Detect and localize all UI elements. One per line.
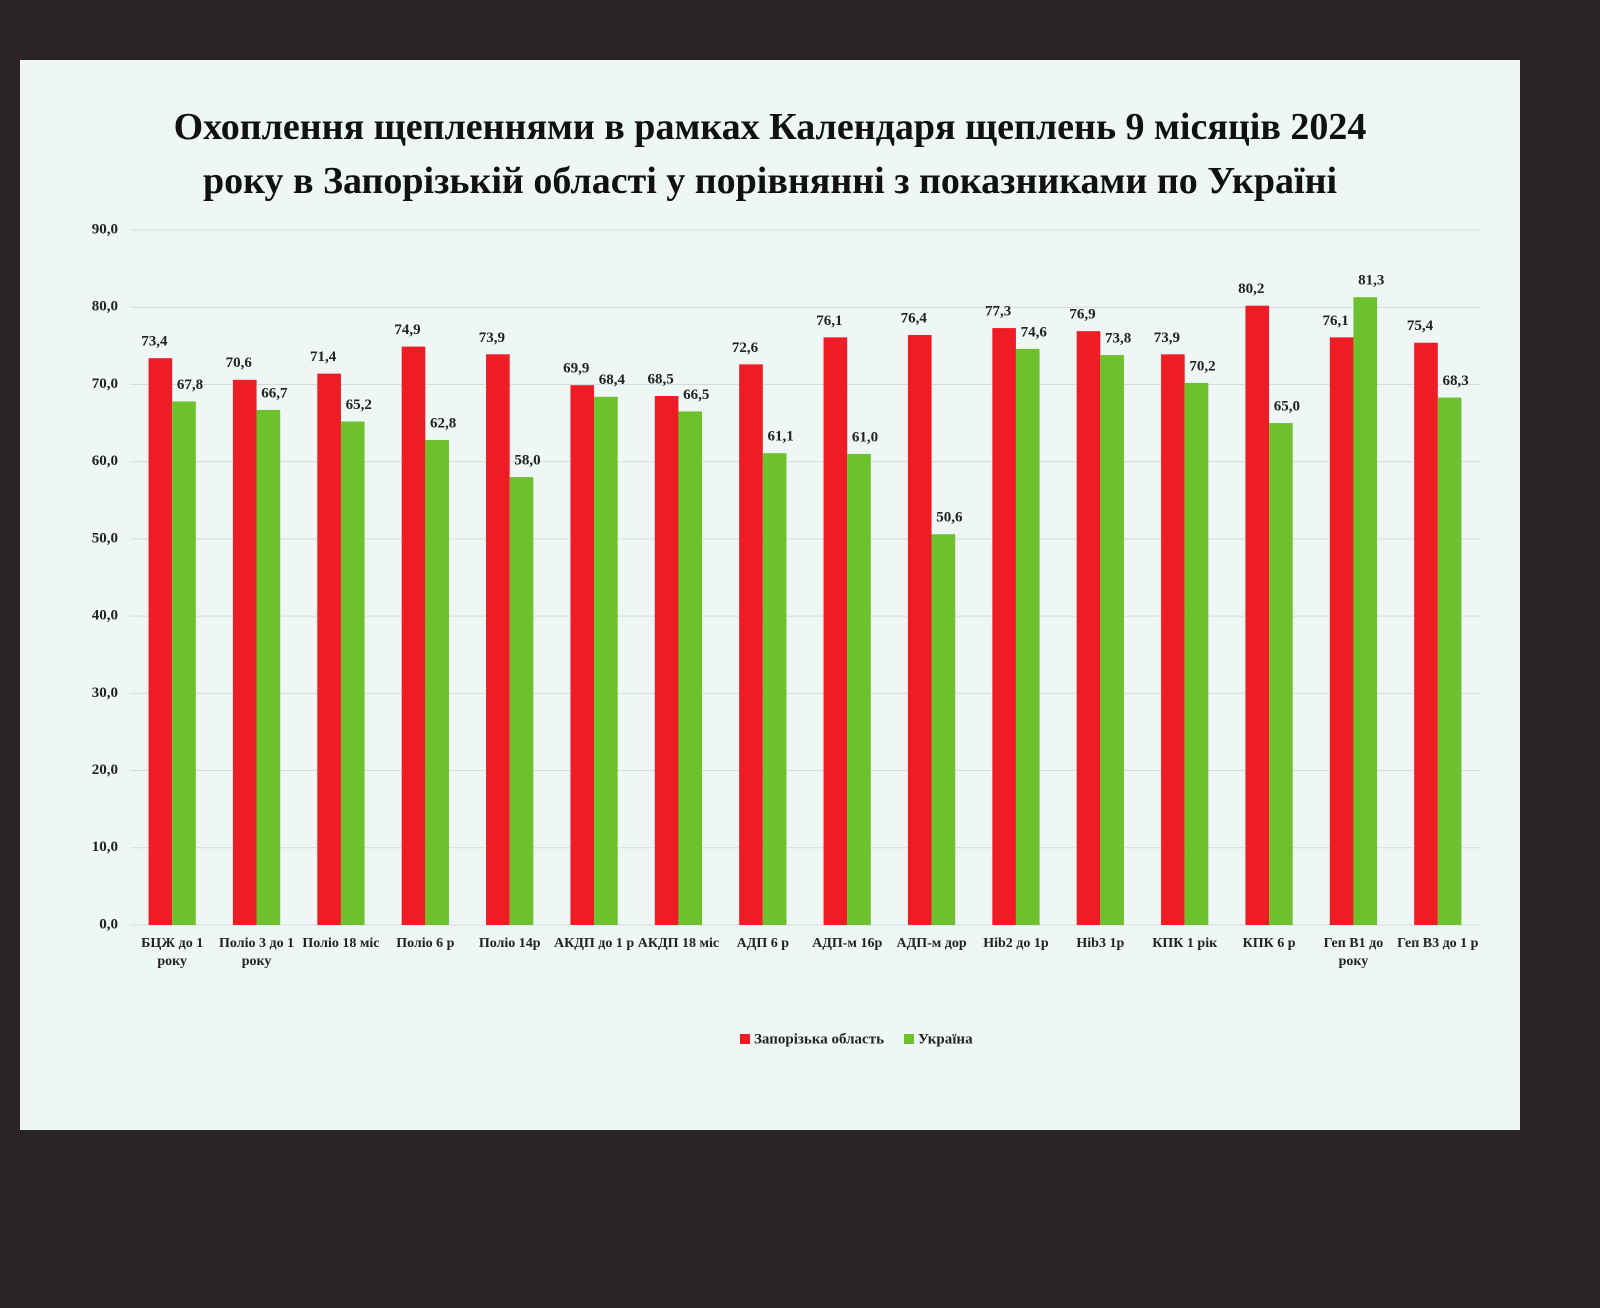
bar bbox=[907, 335, 932, 925]
data-label: 61,0 bbox=[852, 429, 878, 445]
bar bbox=[486, 354, 510, 926]
y-tick-label: 50,0 bbox=[92, 530, 118, 546]
bar bbox=[1353, 297, 1378, 925]
data-label: 68,3 bbox=[1443, 373, 1469, 389]
data-label: 69,9 bbox=[563, 361, 589, 377]
legend-swatch bbox=[740, 1034, 750, 1044]
data-label: 76,1 bbox=[816, 313, 842, 329]
bar bbox=[1245, 305, 1270, 925]
bar bbox=[992, 328, 1016, 925]
data-label: 73,9 bbox=[479, 330, 505, 346]
bar bbox=[1015, 348, 1040, 925]
legend-label: Україна bbox=[918, 1031, 973, 1047]
x-tick-label: Поліо 18 міс bbox=[302, 936, 380, 951]
chart-title: Охоплення щепленнями в рамках Календаря … bbox=[173, 106, 1367, 202]
bar bbox=[148, 358, 173, 925]
bar bbox=[340, 421, 365, 925]
data-label: 68,5 bbox=[648, 371, 674, 387]
bar bbox=[1437, 397, 1462, 925]
bar bbox=[739, 364, 763, 925]
bar bbox=[847, 453, 871, 925]
bar bbox=[654, 396, 679, 925]
y-tick-label: 70,0 bbox=[92, 376, 118, 392]
data-label: 73,9 bbox=[1154, 330, 1180, 346]
data-label: 65,0 bbox=[1274, 398, 1300, 414]
data-label: 81,3 bbox=[1358, 273, 1384, 289]
y-tick-label: 20,0 bbox=[92, 762, 118, 778]
data-label: 61,1 bbox=[768, 429, 794, 445]
data-label: 66,5 bbox=[683, 387, 709, 403]
bar bbox=[509, 477, 534, 925]
bar bbox=[570, 385, 595, 925]
bar bbox=[594, 396, 618, 925]
bar bbox=[823, 337, 848, 926]
x-tick-label: Поліо 3 до 1 року bbox=[219, 936, 295, 969]
bar bbox=[931, 534, 956, 925]
x-tick-label: Геп В1 до року bbox=[1323, 936, 1384, 969]
bar bbox=[317, 373, 341, 926]
x-tick-label: КПК 1 рік bbox=[1152, 936, 1218, 951]
data-label: 50,6 bbox=[936, 510, 963, 526]
y-tick-label: 80,0 bbox=[92, 299, 118, 315]
data-label: 76,1 bbox=[1323, 313, 1349, 329]
data-label: 70,6 bbox=[226, 355, 253, 371]
bar bbox=[1269, 423, 1293, 925]
bar bbox=[1184, 382, 1209, 925]
data-label: 73,8 bbox=[1105, 331, 1131, 347]
y-tick-label: 0,0 bbox=[99, 916, 118, 932]
legend-swatch bbox=[904, 1034, 914, 1044]
bar bbox=[1329, 337, 1354, 926]
x-tick-label: Поліо 14р bbox=[478, 936, 541, 951]
data-label: 74,6 bbox=[1021, 324, 1048, 340]
y-tick-label: 90,0 bbox=[92, 221, 118, 237]
y-tick-label: 40,0 bbox=[92, 608, 118, 624]
bar bbox=[425, 440, 449, 925]
x-tick-label: АДП-м дор bbox=[896, 936, 967, 951]
bar bbox=[1076, 331, 1101, 925]
data-label: 76,4 bbox=[901, 310, 928, 326]
data-label: 66,7 bbox=[261, 385, 288, 401]
y-tick-label: 60,0 bbox=[92, 453, 118, 469]
x-tick-label: Hib2 до 1р bbox=[983, 936, 1049, 951]
bar bbox=[762, 453, 787, 925]
data-label: 76,9 bbox=[1069, 307, 1095, 323]
bar bbox=[1100, 355, 1124, 926]
data-label: 71,4 bbox=[310, 349, 337, 365]
data-label: 75,4 bbox=[1407, 318, 1434, 334]
data-label: 77,3 bbox=[985, 304, 1011, 320]
chart: 0,0 10,0 20,0 30,0 40,0 50,0 60,0 70,0 80,0 90,0 7… bbox=[92, 221, 1480, 1047]
x-tick-label: Геп В3 до 1 р bbox=[1397, 936, 1479, 951]
data-label: 62,8 bbox=[430, 415, 456, 431]
data-label: 65,2 bbox=[346, 397, 372, 413]
slide: 0,0 10,0 20,0 30,0 40,0 50,0 60,0 70,0 80,0 90,0 7… bbox=[20, 60, 1520, 1130]
bar bbox=[401, 346, 426, 925]
x-tick-label: АДП 6 р bbox=[736, 936, 790, 951]
bar bbox=[256, 409, 281, 926]
data-label: 58,0 bbox=[514, 453, 540, 469]
data-label: 74,9 bbox=[394, 322, 420, 338]
data-label: 70,2 bbox=[1189, 358, 1215, 374]
x-tick-label: АДП-м 16р bbox=[812, 936, 883, 951]
x-tick-label: КПК 6 р bbox=[1242, 936, 1296, 951]
bar bbox=[232, 379, 257, 925]
legend-label: Запорізька область bbox=[754, 1031, 884, 1047]
bar bbox=[678, 411, 703, 925]
data-label: 68,4 bbox=[599, 372, 626, 388]
bar bbox=[172, 401, 196, 925]
data-label: 73,4 bbox=[141, 334, 168, 350]
data-label: 80,2 bbox=[1238, 281, 1264, 297]
data-label: 67,8 bbox=[177, 377, 203, 393]
x-tick-label: Поліо 6 р bbox=[396, 936, 455, 951]
y-tick-label: 10,0 bbox=[92, 839, 118, 855]
x-tick-label: Hib3 1р bbox=[1076, 936, 1125, 951]
bar bbox=[1161, 354, 1185, 926]
bar bbox=[1414, 342, 1438, 925]
y-tick-label: 30,0 bbox=[92, 685, 118, 701]
x-tick-label: АКДП до 1 р bbox=[553, 936, 635, 951]
data-label: 72,6 bbox=[732, 340, 759, 356]
x-tick-label: БЦЖ до 1 року bbox=[141, 936, 204, 969]
x-tick-label: АКДП 18 міс bbox=[637, 936, 720, 951]
